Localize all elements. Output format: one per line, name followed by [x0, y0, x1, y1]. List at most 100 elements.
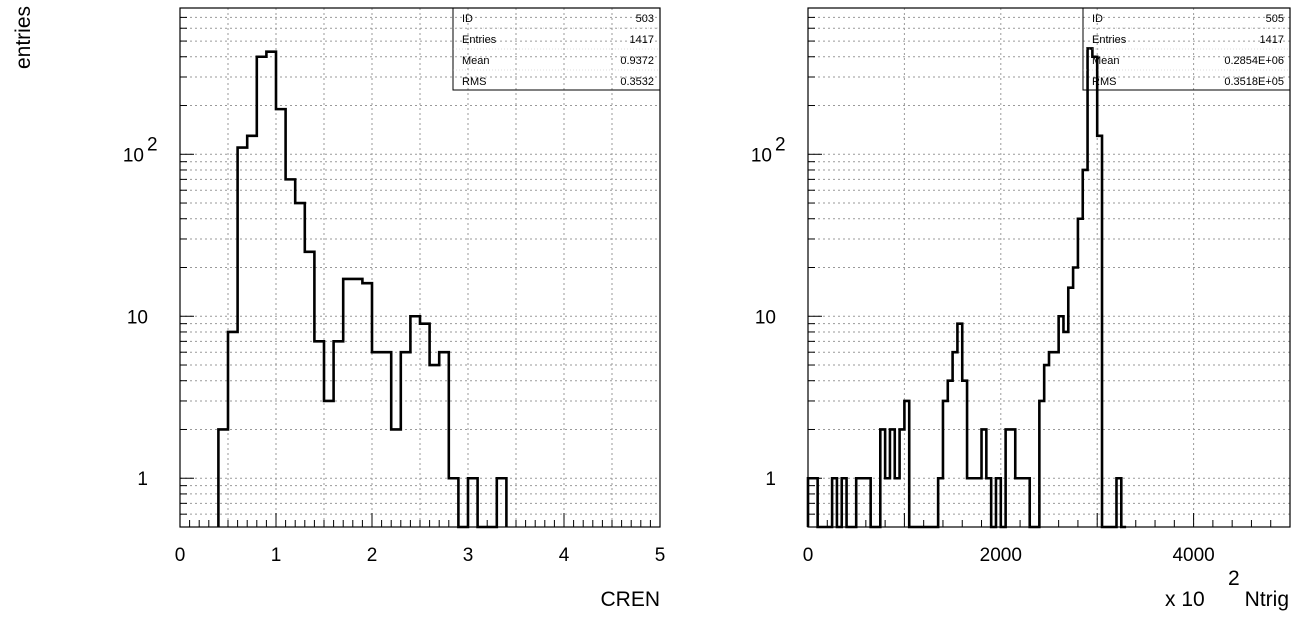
histogram-bin: [982, 429, 987, 527]
histogram-series: [806, 47, 1127, 529]
stats-label: RMS: [1092, 76, 1116, 88]
histogram-bin: [1059, 316, 1064, 527]
stats-label: ID: [1092, 13, 1103, 25]
y-tick-label: 10: [751, 145, 772, 166]
histogram-bin: [1073, 268, 1078, 528]
stats-label: Mean: [462, 55, 490, 67]
histogram-bin: [953, 352, 958, 527]
histogram-bin: [247, 136, 257, 527]
histogram-bin: [1006, 429, 1011, 527]
histogram-bin: [856, 478, 861, 527]
histogram-bin: [410, 316, 420, 527]
histogram-bin: [1097, 136, 1102, 527]
histogram-bin: [890, 429, 895, 527]
stats-value: 0.9372: [620, 55, 654, 67]
x-tick-label: 4000: [1172, 545, 1214, 566]
histogram-bin: [1068, 288, 1073, 527]
histogram-bin: [1044, 365, 1049, 527]
x-axis: 0 2000 4000: [803, 513, 1291, 566]
histogram-bin: [314, 341, 324, 527]
y-tick-label-exponent: 2: [147, 134, 158, 155]
y-tick-label: 10: [123, 145, 144, 166]
y-tick-label: 10: [127, 307, 148, 328]
histogram-bin: [372, 352, 382, 527]
histogram-bin: [439, 352, 449, 527]
histogram-bin: [1116, 478, 1121, 527]
histogram-bin: [861, 478, 866, 527]
histogram-bin: [343, 279, 353, 527]
stats-value: 505: [1266, 13, 1284, 25]
x-axis-title: Ntrig: [1245, 588, 1289, 611]
y-tick-label-exponent: 2: [775, 134, 786, 155]
histogram-bin: [904, 401, 909, 527]
histogram-bin: [1092, 57, 1097, 527]
x-axis-title: CREN: [600, 588, 660, 611]
x-axis-scale-prefix: x 10: [1165, 588, 1205, 611]
x-tick-label: 3: [463, 545, 474, 566]
histogram-bin: [1078, 219, 1083, 527]
x-tick-label: 2: [367, 545, 378, 566]
stats-value: 0.3532: [620, 76, 654, 88]
histogram-bin: [832, 478, 837, 527]
histogram-series: [217, 50, 508, 529]
x-tick-label: 5: [655, 545, 666, 566]
histogram-bin: [895, 478, 900, 527]
stats-value: 503: [636, 13, 654, 25]
histogram-bin: [324, 401, 334, 527]
histogram-bin: [962, 381, 967, 527]
histogram-bin: [266, 52, 276, 527]
histogram-bin: [449, 478, 459, 527]
histogram-bin: [1015, 478, 1020, 527]
y-tick-label: 10: [755, 307, 776, 328]
y-tick-label: 1: [137, 469, 148, 490]
histogram-bin: [362, 283, 372, 527]
y-axis-title: entries: [12, 6, 35, 69]
histogram-bin: [1054, 352, 1059, 527]
histogram-bin: [972, 478, 977, 527]
histogram-bin: [238, 148, 248, 527]
histogram-bin: [977, 478, 982, 527]
histogram-bin: [986, 478, 991, 527]
histogram-bin: [228, 332, 238, 527]
histogram-bin: [497, 478, 507, 527]
histogram-bin: [295, 203, 305, 527]
histogram-bin: [842, 478, 847, 527]
histogram-bin: [1039, 401, 1044, 527]
stats-value: 0.2854E+06: [1224, 55, 1284, 67]
histogram-bin: [305, 252, 315, 527]
histogram-bin: [218, 429, 228, 527]
stats-box: ID 505 Entries 1417 Mean 0.2854E+06 RMS 0.3518E…: [1082, 7, 1291, 91]
histogram-bin: [1088, 48, 1093, 527]
histogram-bin: [1025, 478, 1030, 527]
x-axis: 0 1 2 3 4 5: [175, 513, 666, 566]
stats-value: 1417: [630, 34, 654, 46]
histogram-bin: [1083, 170, 1088, 527]
stats-value: 0.3518E+05: [1224, 76, 1284, 88]
grid: [179, 7, 661, 528]
histogram-bin: [1063, 332, 1068, 527]
histogram-bin: [1049, 352, 1054, 527]
histogram-bin: [353, 279, 363, 527]
x-tick-label: 0: [803, 545, 814, 566]
x-axis-scale-exponent: 2: [1228, 567, 1240, 590]
histogram-bin: [1010, 429, 1015, 527]
histogram-bin: [286, 179, 296, 527]
histogram-bin: [866, 478, 871, 527]
stats-label: RMS: [462, 76, 486, 88]
histogram-bin: [468, 478, 478, 527]
histogram-bin: [420, 324, 430, 527]
x-tick-label: 1: [271, 545, 282, 566]
stats-label: Entries: [1092, 34, 1127, 46]
stats-value: 1417: [1260, 34, 1284, 46]
histogram-bin: [401, 352, 411, 527]
stats-label: Entries: [462, 34, 497, 46]
histogram-bin: [885, 478, 890, 527]
histogram-bin: [938, 478, 943, 527]
histogram-bin: [382, 352, 392, 527]
histogram-bin: [276, 109, 286, 527]
histogram-bin: [391, 429, 401, 527]
